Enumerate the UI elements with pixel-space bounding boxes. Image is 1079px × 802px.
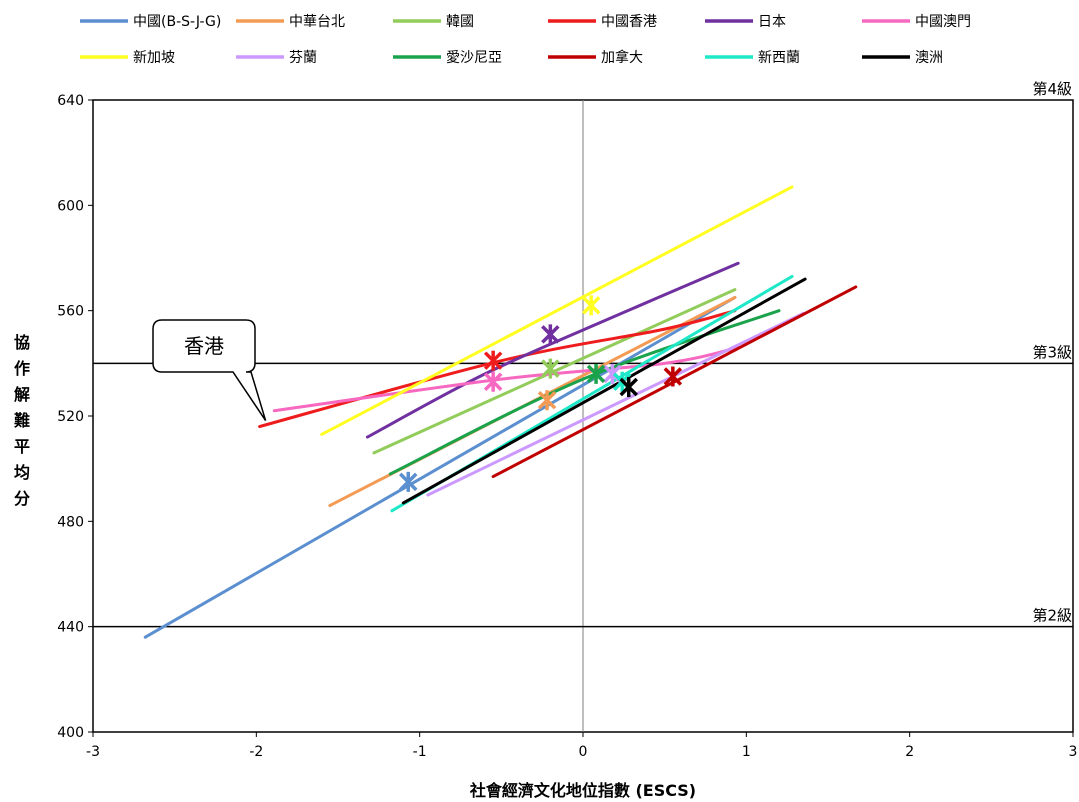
legend-item: 澳洲 bbox=[862, 50, 943, 66]
series-line bbox=[401, 277, 807, 505]
legend-item: 日本 bbox=[705, 14, 786, 30]
callout-box bbox=[152, 319, 267, 421]
mean-marker bbox=[541, 324, 560, 345]
mean-marker bbox=[483, 371, 503, 392]
y-axis-label-char: 作 bbox=[14, 359, 30, 378]
mean-marker bbox=[619, 377, 638, 398]
legend-label: 新加坡 bbox=[133, 50, 175, 66]
y-axis-ticks: 400 440 480 520 560 600 640 bbox=[57, 93, 93, 741]
legend-item: 加拿大 bbox=[548, 49, 643, 66]
legend-label: 日本 bbox=[758, 14, 786, 30]
x-tick-label: -3 bbox=[86, 744, 100, 760]
mean-marker bbox=[586, 363, 606, 384]
legend-label: 新西蘭 bbox=[758, 50, 800, 66]
y-tick-label: 440 bbox=[57, 620, 84, 636]
y-tick-label: 560 bbox=[57, 304, 84, 320]
y-tick-label: 480 bbox=[57, 514, 84, 530]
legend-label: 澳洲 bbox=[915, 50, 943, 66]
mean-marker bbox=[398, 471, 418, 492]
legend-label: 中華台北 bbox=[289, 14, 345, 30]
mean-marker bbox=[541, 358, 560, 379]
x-axis-label: 社會經濟文化地位指數 (ESCS) bbox=[469, 781, 696, 800]
callout-text: 香港 bbox=[184, 334, 224, 358]
reference-line-label: 第2級 bbox=[1032, 607, 1072, 625]
y-axis-label-char: 協 bbox=[14, 333, 30, 352]
mean-markers bbox=[398, 295, 683, 492]
series-line bbox=[388, 309, 781, 476]
x-tick-label: 2 bbox=[905, 744, 914, 760]
legend-item: 芬蘭 bbox=[236, 50, 317, 66]
y-tick-label: 640 bbox=[57, 93, 84, 109]
x-tick-label: -1 bbox=[413, 744, 427, 760]
mean-marker bbox=[483, 350, 503, 371]
legend-item: 中國(B-S-J-G) bbox=[80, 14, 221, 30]
mean-marker bbox=[663, 366, 683, 387]
y-axis-label-char: 平 bbox=[14, 437, 30, 456]
series-lines bbox=[143, 185, 858, 639]
series-line bbox=[258, 309, 737, 429]
mean-marker bbox=[603, 363, 622, 384]
legend-label: 中國香港 bbox=[601, 14, 657, 30]
legend-label: 芬蘭 bbox=[289, 50, 317, 66]
y-tick-label: 600 bbox=[57, 198, 84, 214]
legend-item: 愛沙尼亞 bbox=[393, 50, 502, 66]
legend-item: 中國澳門 bbox=[862, 14, 971, 30]
series-line bbox=[143, 296, 737, 639]
legend-label: 韓國 bbox=[446, 14, 474, 30]
legend-item: 中華台北 bbox=[236, 14, 345, 30]
y-axis-label-char: 解 bbox=[14, 385, 30, 404]
legend-item: 中國香港 bbox=[548, 14, 657, 30]
y-tick-label: 400 bbox=[57, 725, 84, 741]
legend-label: 中國澳門 bbox=[915, 14, 971, 30]
legend-label: 加拿大 bbox=[601, 49, 643, 66]
x-tick-label: 0 bbox=[579, 744, 588, 760]
mean-marker bbox=[537, 390, 557, 411]
y-axis-label-char: 均 bbox=[14, 463, 30, 482]
y-axis-label-char: 分 bbox=[14, 489, 30, 508]
reference-line-label: 第4級 bbox=[1032, 80, 1072, 98]
legend-item: 韓國 bbox=[393, 14, 474, 30]
series-line bbox=[320, 185, 794, 436]
reference-line-label: 第3級 bbox=[1032, 343, 1072, 361]
y-tick-label: 520 bbox=[57, 409, 84, 425]
mean-marker bbox=[581, 295, 601, 316]
x-axis-ticks: -3 -2 -1 0 1 2 3 bbox=[86, 732, 1077, 760]
legend-label: 中國(B-S-J-G) bbox=[133, 14, 221, 30]
y-axis-label-char: 難 bbox=[14, 411, 30, 430]
x-tick-label: 1 bbox=[742, 744, 751, 760]
legend-item: 新加坡 bbox=[80, 50, 175, 66]
x-tick-label: 3 bbox=[1069, 744, 1078, 760]
legend-label: 愛沙尼亞 bbox=[446, 50, 502, 66]
legend-item: 新西蘭 bbox=[705, 50, 800, 66]
annotation-callout: 香港 bbox=[152, 319, 267, 421]
series-line bbox=[426, 311, 805, 497]
x-tick-label: -2 bbox=[249, 744, 263, 760]
